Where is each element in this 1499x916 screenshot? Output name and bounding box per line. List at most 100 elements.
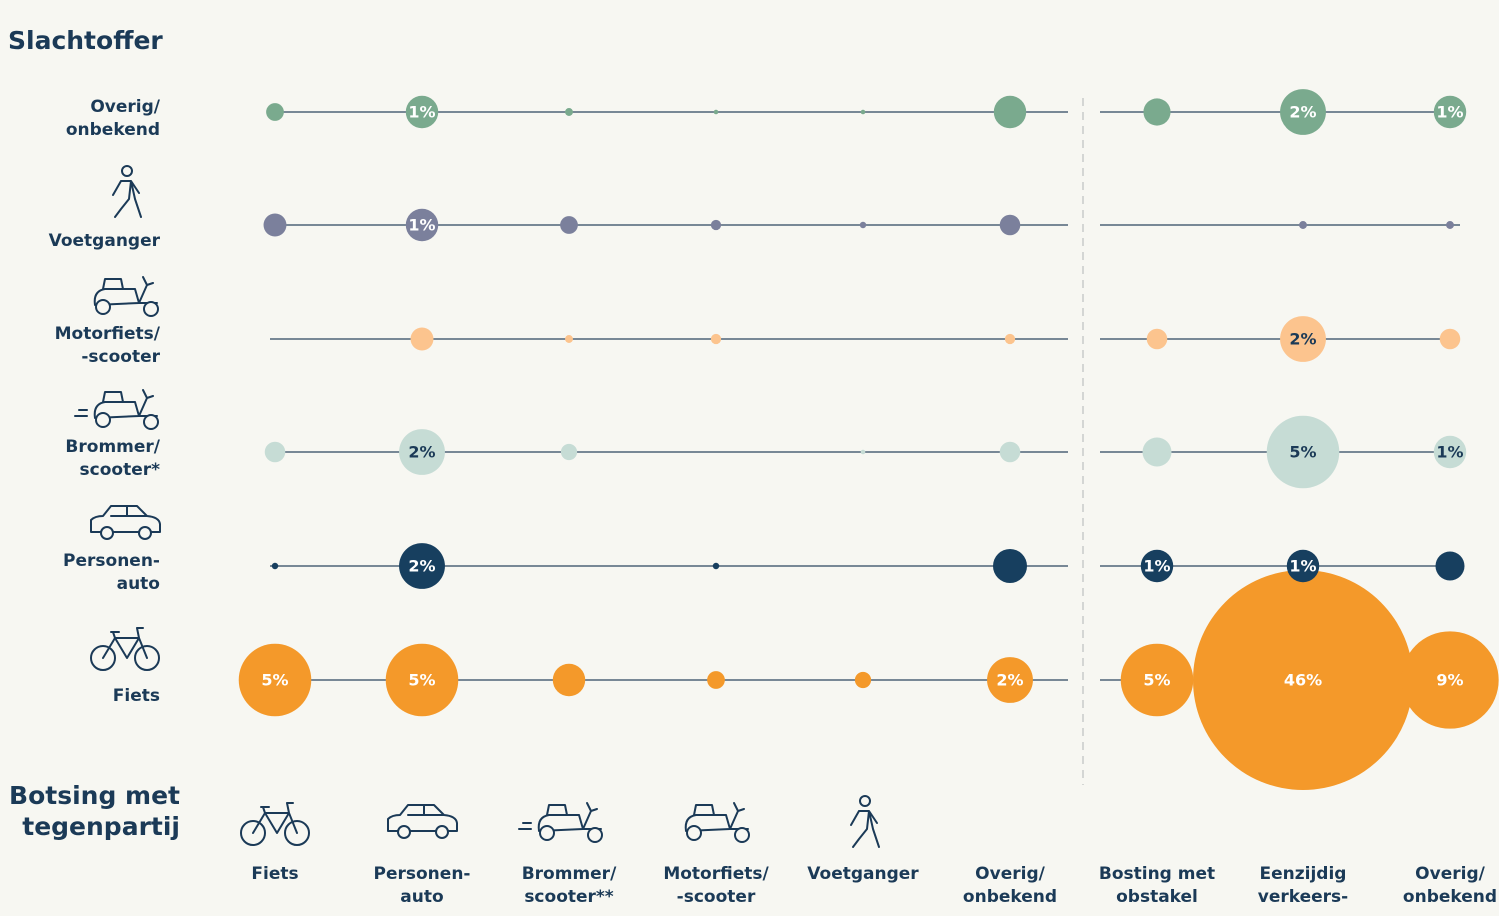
bubble (1439, 328, 1461, 350)
bubble (264, 441, 286, 463)
bubble (1446, 221, 1454, 229)
bubble (1142, 437, 1172, 467)
bubble (860, 109, 866, 115)
bubble (712, 562, 720, 570)
data-label: 1% (1436, 443, 1463, 462)
bubble (860, 449, 866, 455)
row-label: Personen- auto (63, 551, 160, 594)
bubble (1120, 643, 1194, 717)
bubble (1266, 415, 1340, 489)
data-label: 1% (1289, 557, 1316, 576)
x-tick-label: Motorfiets/ -scooter (663, 864, 769, 907)
row-label: Fiets (112, 686, 160, 706)
icon-stroke (587, 827, 603, 843)
bubble (1433, 95, 1467, 129)
data-label: 5% (1143, 671, 1170, 690)
icon-stroke (684, 802, 749, 832)
icon-stroke (539, 825, 555, 841)
data-label: 1% (1143, 557, 1170, 576)
bubble (854, 671, 872, 689)
icon (74, 389, 159, 430)
bubble (399, 543, 445, 589)
bubble (859, 221, 867, 229)
icon-stroke (435, 825, 449, 839)
bubble (263, 213, 287, 237)
bubble (385, 643, 459, 717)
icon (90, 505, 161, 540)
icon-stroke (138, 526, 152, 540)
bubble (1401, 631, 1499, 729)
icon-stroke (102, 627, 148, 659)
icon-stroke (90, 645, 116, 671)
icon (90, 627, 160, 671)
x-tick-label: Overig/ onbekend (962, 864, 1058, 907)
row-label: Overig/ onbekend (65, 97, 160, 140)
data-label: 2% (1289, 330, 1316, 349)
x-tick-label: Overig/ onbekend (1402, 864, 1498, 907)
bubble (399, 429, 445, 475)
bubble (1286, 549, 1320, 583)
data-label: 2% (408, 443, 435, 462)
icon (112, 165, 142, 218)
data-label: 5% (261, 671, 288, 690)
icon-stroke (859, 795, 871, 807)
bubble (713, 109, 719, 115)
data-label: 2% (1289, 103, 1316, 122)
row-label: Brommer/ scooter* (65, 437, 160, 480)
icon-stroke (112, 180, 142, 218)
icon-stroke (100, 526, 114, 540)
icon-stroke (518, 822, 532, 830)
icon-stroke (397, 825, 411, 839)
icon-stroke (850, 810, 880, 848)
data-label: 1% (408, 103, 435, 122)
icon-stroke (134, 645, 160, 671)
bubble (1143, 98, 1171, 126)
icon-stroke (95, 299, 111, 315)
icon-stroke (143, 414, 159, 430)
bubble (565, 335, 573, 343)
x-tick-label: Fiets (251, 864, 299, 884)
bubble (1280, 89, 1326, 135)
bubble (1299, 221, 1307, 229)
icon-stroke (121, 165, 133, 177)
bubble (560, 443, 578, 461)
bubble (271, 562, 279, 570)
data-label: 9% (1436, 671, 1463, 690)
icon-stroke (90, 505, 161, 533)
icon (240, 802, 310, 846)
chart-title: Slachtoffer (8, 26, 163, 55)
icon-stroke (74, 409, 88, 417)
bubble (565, 108, 573, 116)
bubble (707, 671, 725, 689)
icon (518, 802, 603, 843)
bubble (999, 214, 1021, 236)
x-tick-label: Personen- auto (373, 864, 471, 907)
bubble (1004, 333, 1016, 345)
data-label: 5% (1289, 443, 1316, 462)
icon-stroke (93, 389, 158, 419)
bubble (238, 643, 312, 717)
icon-stroke (734, 827, 750, 843)
data-label: 5% (408, 671, 435, 690)
bubble (266, 103, 284, 121)
bubble (1140, 549, 1174, 583)
x-tick-label: Eenzijdig verkeers- (1257, 864, 1349, 907)
icon-stroke (240, 820, 266, 846)
bubble (405, 208, 439, 242)
bubble (993, 95, 1027, 129)
icon-stroke (686, 825, 702, 841)
icon (850, 795, 880, 848)
bubble (1146, 328, 1168, 350)
x-tick-label: Voetganger (807, 864, 919, 884)
bubble (552, 663, 586, 697)
bubble (1435, 551, 1465, 581)
x-axis-title: Botsing met tegenpartij (9, 781, 180, 841)
icon-stroke (284, 820, 310, 846)
icon-stroke (252, 802, 298, 834)
data-label: 1% (1436, 103, 1463, 122)
data-label: 1% (408, 216, 435, 235)
bubble (999, 441, 1021, 463)
icon-stroke (95, 412, 111, 428)
data-label: 2% (996, 671, 1023, 690)
